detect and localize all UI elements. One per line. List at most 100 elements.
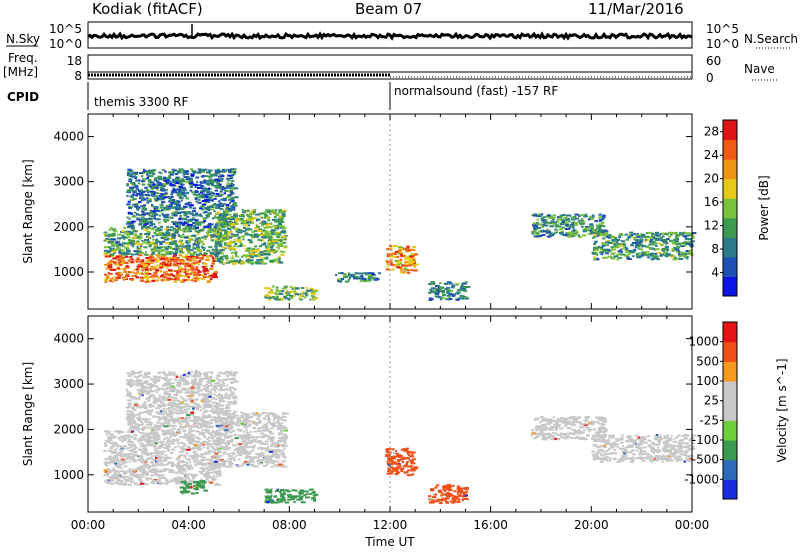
echo-cell: [193, 460, 197, 463]
echo-cell: [167, 429, 171, 432]
echo-cell: [176, 171, 182, 174]
echo-cell: [139, 218, 143, 221]
echo-cell: [145, 233, 148, 235]
echo-cell: [161, 232, 166, 235]
echo-cell: [249, 259, 254, 262]
echo-cell: [107, 431, 111, 434]
echo-cell: [450, 286, 455, 289]
echo-cell: [159, 210, 162, 213]
echo-cell: [654, 239, 659, 242]
echo-cell: [121, 455, 127, 458]
echo-cell: [159, 462, 164, 465]
echo-cell: [156, 227, 161, 230]
echo-cell: [213, 270, 218, 273]
echo-cell: [167, 274, 171, 277]
echo-cell: [206, 426, 211, 429]
echo-cell: [176, 431, 181, 434]
echo-cell: [184, 474, 187, 477]
echo-cell: [589, 215, 592, 218]
echo-cell: [389, 252, 394, 255]
echo-cell: [142, 171, 145, 174]
echo-cell: [157, 221, 161, 224]
echo-cell: [189, 447, 194, 450]
echo-cell: [197, 184, 202, 187]
echo-cell: [180, 450, 184, 453]
echo-cell: [138, 389, 143, 391]
echo-cell: [157, 441, 160, 444]
echo-cell: [551, 220, 555, 223]
echo-cell: [176, 389, 180, 392]
echo-cell: [210, 273, 215, 276]
echo-cell: [635, 241, 639, 244]
echo-cell: [172, 421, 176, 424]
echo-cell: [191, 467, 194, 470]
echo-cell: [149, 220, 154, 223]
echo-cell: [201, 256, 204, 259]
echo-cell: [184, 221, 187, 223]
echo-cell: [230, 186, 234, 189]
echo-cell: [229, 175, 233, 178]
echo-cell: [181, 245, 186, 248]
echo-cell: [149, 465, 152, 468]
echo-cell: [206, 171, 211, 174]
echo-cell: [232, 205, 235, 207]
echo-cell: [130, 479, 134, 482]
echo-cell: [166, 278, 171, 281]
echo-cell: [127, 402, 132, 405]
echo-cell: [145, 376, 151, 379]
echo-cell: [208, 395, 212, 398]
echo-cell: [157, 277, 161, 279]
echo-cell: [111, 253, 115, 256]
echo-cell: [167, 456, 173, 459]
echo-cell: [259, 215, 262, 218]
echo-cell: [260, 236, 265, 239]
echo-cell: [193, 455, 199, 458]
echo-cell: [568, 220, 571, 223]
echo-cell: [179, 251, 185, 254]
echo-cell: [196, 171, 200, 174]
echo-cell: [114, 278, 118, 281]
echo-cell: [673, 238, 678, 241]
echo-cell: [186, 381, 190, 384]
echo-cell: [159, 418, 162, 421]
echo-cell: [545, 229, 551, 232]
echo-cell: [267, 250, 271, 253]
echo-cell: [145, 478, 149, 481]
nsearch-label: N.Search: [744, 32, 798, 46]
echo-cell: [226, 168, 230, 171]
echo-cell: [201, 434, 206, 437]
echo-cell: [455, 298, 460, 301]
echo-cell: [169, 382, 175, 385]
echo-cell: [129, 440, 134, 443]
echo-cell: [130, 242, 135, 245]
echo-cell: [276, 231, 281, 234]
echo-cell: [180, 442, 185, 444]
echo-cell: [190, 174, 195, 177]
echo-cell: [403, 270, 406, 273]
echo-cell: [680, 232, 683, 235]
echo-cell: [201, 459, 205, 462]
echo-cell: [126, 457, 132, 460]
echo-cell: [159, 243, 163, 246]
echo-cell: [170, 441, 174, 444]
echo-cell: [219, 240, 223, 243]
echo-cell: [181, 278, 185, 281]
echo-cell: [271, 291, 274, 294]
echo-cell: [211, 248, 216, 251]
echo-cell: [119, 455, 122, 458]
echo-cell: [558, 232, 564, 234]
freq-top-tick: 18: [67, 54, 82, 68]
echo-cell: [400, 269, 403, 272]
echo-cell: [273, 216, 277, 219]
echo-cell: [176, 466, 180, 469]
echo-cell: [563, 221, 568, 224]
echo-cell: [156, 380, 160, 383]
echo-cell: [207, 224, 211, 227]
colorbar-swatch: [723, 139, 737, 160]
echo-cell: [166, 373, 170, 376]
echo-cell: [229, 182, 233, 185]
echo-cell: [208, 187, 211, 190]
echo-cell: [588, 223, 592, 226]
echo-cell: [228, 236, 232, 239]
echo-cell: [191, 439, 195, 442]
